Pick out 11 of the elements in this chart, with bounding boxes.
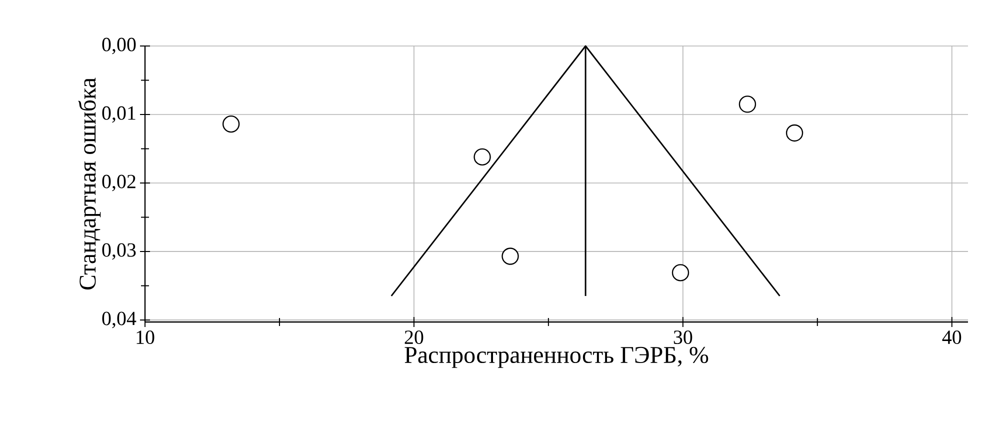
y-axis-title: Стандартная ошибка [78, 78, 101, 290]
x-tick-label: 10 [136, 330, 154, 344]
x-tick-label: 30 [674, 330, 692, 344]
x-tick-label: 20 [404, 330, 424, 344]
y-tick-label: 0,03 [102, 243, 136, 260]
y-tick-label: 0,01 [102, 106, 136, 123]
x-axis-title: Распространенность ГЭРБ, % [404, 346, 708, 368]
y-tick-label: 0,04 [102, 312, 136, 328]
y-tick-label: 0,02 [102, 174, 136, 192]
x-tick-label: 40 [942, 330, 962, 344]
y-tick-label: 0,00 [102, 38, 136, 54]
